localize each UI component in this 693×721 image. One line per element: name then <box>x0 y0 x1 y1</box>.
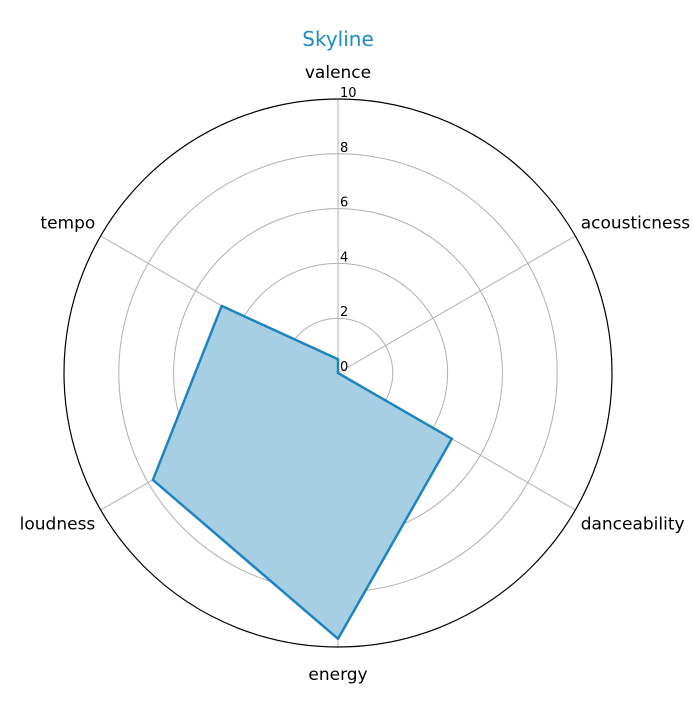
tick-label-8: 8 <box>340 141 348 156</box>
data-point-valence <box>336 358 340 361</box>
series-layer <box>151 304 454 641</box>
tick-label-2: 2 <box>340 305 348 320</box>
radial-ticks: 0 2 4 6 8 10 <box>340 86 357 375</box>
axis-label-acousticness: acousticness <box>581 214 691 234</box>
outer-ring <box>63 98 613 648</box>
axis-labels: valence acousticness danceability energy lou… <box>20 63 691 685</box>
data-point-loudness <box>151 478 155 482</box>
axis-label-danceability: danceability <box>581 515 685 535</box>
chart-title: Skyline <box>302 27 374 51</box>
data-point-acousticness <box>336 371 340 375</box>
data-point-tempo <box>220 304 223 308</box>
axis-label-energy: energy <box>308 665 367 685</box>
series-area-0 <box>152 305 452 639</box>
data-point-energy <box>336 637 340 640</box>
axis-label-tempo: tempo <box>40 214 95 234</box>
data-point-danceability <box>450 437 454 440</box>
axis-label-loudness: loudness <box>20 515 96 535</box>
tick-label-4: 4 <box>340 250 348 265</box>
tick-label-6: 6 <box>340 196 348 211</box>
axis-label-valence: valence <box>305 63 371 83</box>
spoke-acousticness <box>337 235 576 374</box>
tick-label-0: 0 <box>340 360 348 375</box>
tick-label-10: 10 <box>340 86 357 101</box>
